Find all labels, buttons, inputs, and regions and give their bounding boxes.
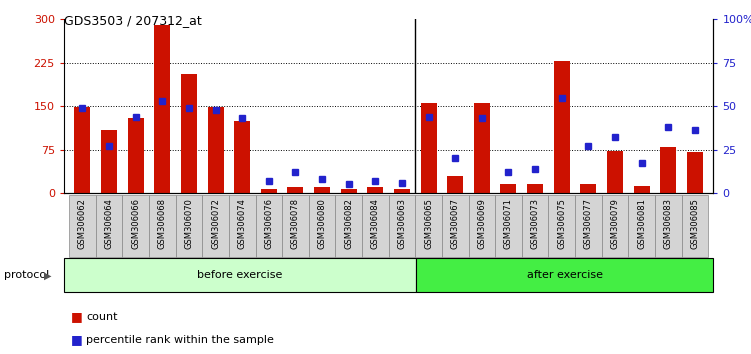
- Bar: [207, 107, 224, 193]
- Text: GSM306068: GSM306068: [158, 198, 167, 249]
- Bar: [202, 195, 229, 257]
- Text: GSM306073: GSM306073: [530, 198, 539, 249]
- Text: protocol: protocol: [4, 270, 49, 280]
- Bar: [122, 195, 149, 257]
- Text: before exercise: before exercise: [197, 270, 282, 280]
- Text: ■: ■: [71, 310, 83, 323]
- Bar: [128, 118, 143, 193]
- Bar: [469, 195, 495, 257]
- Bar: [629, 195, 655, 257]
- Bar: [341, 189, 357, 193]
- Bar: [229, 195, 255, 257]
- Bar: [415, 195, 442, 257]
- Bar: [149, 195, 176, 257]
- Bar: [527, 184, 543, 193]
- Bar: [96, 195, 122, 257]
- Bar: [336, 195, 362, 257]
- Text: ▶: ▶: [44, 270, 51, 280]
- Text: GSM306070: GSM306070: [185, 198, 194, 249]
- Text: GSM306085: GSM306085: [690, 198, 699, 249]
- Bar: [64, 258, 416, 292]
- Text: GSM306065: GSM306065: [424, 198, 433, 249]
- Text: GSM306062: GSM306062: [78, 198, 87, 249]
- Bar: [575, 195, 602, 257]
- Bar: [607, 151, 623, 193]
- Bar: [660, 147, 676, 193]
- Bar: [101, 131, 117, 193]
- Text: GSM306064: GSM306064: [104, 198, 113, 249]
- Bar: [495, 195, 522, 257]
- Bar: [314, 187, 330, 193]
- Bar: [500, 184, 517, 193]
- Text: GSM306071: GSM306071: [504, 198, 513, 249]
- Bar: [394, 189, 410, 193]
- Text: GSM306082: GSM306082: [344, 198, 353, 249]
- Text: GSM306072: GSM306072: [211, 198, 220, 249]
- Text: after exercise: after exercise: [526, 270, 602, 280]
- Text: GSM306063: GSM306063: [397, 198, 406, 249]
- Bar: [176, 195, 202, 257]
- Bar: [309, 195, 336, 257]
- Text: percentile rank within the sample: percentile rank within the sample: [86, 335, 274, 345]
- Text: GSM306077: GSM306077: [584, 198, 593, 249]
- Bar: [74, 107, 90, 193]
- Bar: [522, 195, 548, 257]
- Bar: [362, 195, 389, 257]
- Text: GSM306084: GSM306084: [371, 198, 380, 249]
- Bar: [367, 187, 383, 193]
- Text: GSM306075: GSM306075: [557, 198, 566, 249]
- Text: GDS3503 / 207312_at: GDS3503 / 207312_at: [64, 14, 201, 27]
- Bar: [282, 195, 309, 257]
- Bar: [442, 195, 469, 257]
- Text: GSM306076: GSM306076: [264, 198, 273, 249]
- Bar: [155, 25, 170, 193]
- Text: ■: ■: [71, 333, 83, 346]
- Text: GSM306074: GSM306074: [238, 198, 247, 249]
- Text: count: count: [86, 312, 118, 322]
- Text: GSM306083: GSM306083: [664, 198, 673, 249]
- Text: GSM306067: GSM306067: [451, 198, 460, 249]
- Text: GSM306081: GSM306081: [637, 198, 646, 249]
- Bar: [288, 187, 303, 193]
- Bar: [548, 195, 575, 257]
- Text: GSM306069: GSM306069: [478, 198, 487, 249]
- Bar: [181, 74, 197, 193]
- Bar: [687, 153, 703, 193]
- Text: GSM306080: GSM306080: [318, 198, 327, 249]
- Text: GSM306066: GSM306066: [131, 198, 140, 249]
- Bar: [416, 258, 713, 292]
- Bar: [389, 195, 415, 257]
- Bar: [634, 186, 650, 193]
- Bar: [69, 195, 96, 257]
- Bar: [474, 103, 490, 193]
- Bar: [234, 121, 250, 193]
- Bar: [602, 195, 629, 257]
- Bar: [681, 195, 708, 257]
- Bar: [421, 103, 436, 193]
- Bar: [655, 195, 681, 257]
- Bar: [255, 195, 282, 257]
- Bar: [581, 184, 596, 193]
- Bar: [553, 61, 570, 193]
- Bar: [261, 189, 277, 193]
- Bar: [447, 176, 463, 193]
- Text: GSM306079: GSM306079: [611, 198, 620, 249]
- Text: GSM306078: GSM306078: [291, 198, 300, 249]
